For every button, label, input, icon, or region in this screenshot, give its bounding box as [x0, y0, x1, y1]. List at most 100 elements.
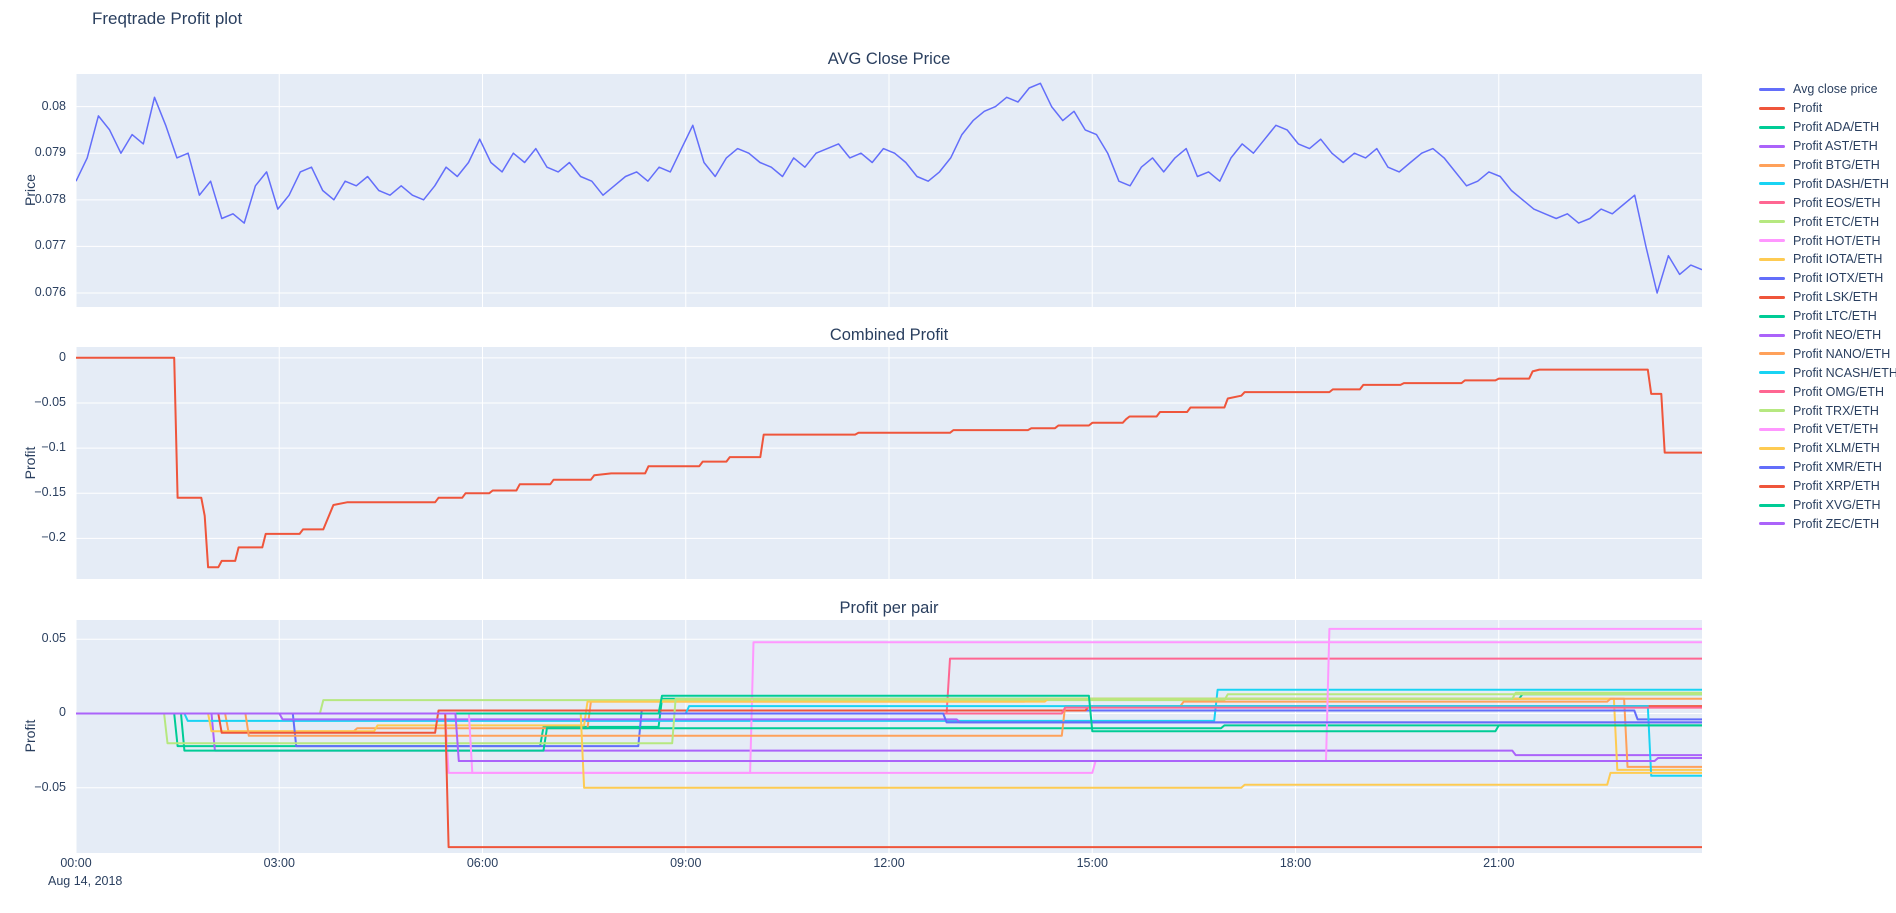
- legend-item-profit-ast-eth[interactable]: Profit AST/ETH: [1759, 137, 1896, 156]
- legend-swatch: [1759, 427, 1785, 431]
- x-tick-label: 03:00: [263, 856, 295, 870]
- legend-swatch: [1759, 295, 1785, 299]
- x-tick-label: 09:00: [670, 856, 702, 870]
- x-tick-label: 12:00: [873, 856, 905, 870]
- x-tick-label: 06:00: [466, 856, 499, 870]
- legend-item-profit-omg-eth[interactable]: Profit OMG/ETH: [1759, 382, 1896, 401]
- legend-item-label: Profit OMG/ETH: [1793, 384, 1884, 399]
- legend-swatch: [1759, 371, 1785, 375]
- legend-swatch: [1759, 257, 1785, 261]
- legend-item-label: Profit XRP/ETH: [1793, 479, 1880, 494]
- legend-swatch: [1759, 522, 1785, 526]
- subplot-title-avg-close-price: AVG Close Price: [827, 50, 951, 68]
- legend-item-profit-dash-eth[interactable]: Profit DASH/ETH: [1759, 174, 1896, 193]
- legend-item-profit-btg-eth[interactable]: Profit BTG/ETH: [1759, 156, 1896, 175]
- legend-item-profit-eos-eth[interactable]: Profit EOS/ETH: [1759, 193, 1896, 212]
- y-tick-label: 0.076: [34, 285, 66, 300]
- legend-item-profit-iota-eth[interactable]: Profit IOTA/ETH: [1759, 250, 1896, 269]
- legend: Avg close price Profit Profit ADA/ETH Profi…: [1759, 80, 1896, 533]
- series-profit: [76, 356, 1702, 569]
- legend-item-profit-xmr-eth[interactable]: Profit XMR/ETH: [1759, 458, 1896, 477]
- legend-item-label: Profit IOTX/ETH: [1793, 271, 1884, 286]
- legend-item-profit-hot-eth[interactable]: Profit HOT/ETH: [1759, 231, 1896, 250]
- legend-swatch: [1759, 163, 1785, 167]
- y-tick-label: 0.079: [34, 145, 66, 160]
- legend-item-label: Profit TRX/ETH: [1793, 403, 1879, 418]
- legend-item-profit-lsk-eth[interactable]: Profit LSK/ETH: [1759, 288, 1896, 307]
- legend-swatch: [1759, 87, 1785, 91]
- legend-item-profit-xvg-eth[interactable]: Profit XVG/ETH: [1759, 496, 1896, 515]
- y-tick-label: 0: [59, 705, 66, 720]
- legend-item-profit-etc-eth[interactable]: Profit ETC/ETH: [1759, 212, 1896, 231]
- legend-item-label: Profit XLM/ETH: [1793, 441, 1880, 456]
- legend-item-label: Profit DASH/ETH: [1793, 176, 1889, 191]
- legend-item-avg-close-price[interactable]: Avg close price: [1759, 80, 1896, 99]
- legend-swatch: [1759, 220, 1785, 224]
- series-profit-ada-eth: [76, 693, 1702, 748]
- legend-swatch: [1759, 484, 1785, 488]
- legend-swatch: [1759, 465, 1785, 469]
- series-avg-close-price: [76, 82, 1702, 294]
- legend-swatch: [1759, 390, 1785, 394]
- legend-swatch: [1759, 239, 1785, 243]
- legend-swatch: [1759, 503, 1785, 507]
- legend-item-label: Profit XVG/ETH: [1793, 498, 1881, 513]
- subplot-title-combined-profit: Combined Profit: [829, 326, 949, 344]
- y-tick-label: 0.05: [41, 631, 66, 646]
- legend-item-label: Profit NCASH/ETH: [1793, 365, 1896, 380]
- legend-item-label: Profit ADA/ETH: [1793, 120, 1880, 135]
- legend-item-profit-xlm-eth[interactable]: Profit XLM/ETH: [1759, 439, 1896, 458]
- legend-swatch: [1759, 352, 1785, 356]
- plot-combined-profit[interactable]: [76, 347, 1702, 579]
- legend-item-profit[interactable]: Profit: [1759, 99, 1896, 118]
- legend-swatch: [1759, 409, 1785, 413]
- plot-profit-per-pair[interactable]: [76, 620, 1702, 853]
- legend-item-label: Profit EOS/ETH: [1793, 195, 1881, 210]
- legend-item-profit-iotx-eth[interactable]: Profit IOTX/ETH: [1759, 269, 1896, 288]
- legend-swatch: [1759, 276, 1785, 280]
- series-profit-zec-eth: [76, 712, 1702, 762]
- legend-item-profit-neo-eth[interactable]: Profit NEO/ETH: [1759, 326, 1896, 345]
- plot-avg-close-price[interactable]: [76, 74, 1702, 307]
- page-title: Freqtrade Profit plot: [92, 9, 243, 28]
- y-axis-label-profit-pairs: Profit: [22, 719, 38, 753]
- legend-swatch: [1759, 446, 1785, 450]
- y-tick-label: −0.2: [41, 530, 66, 545]
- legend-item-label: Profit AST/ETH: [1793, 139, 1878, 154]
- legend-item-label: Profit HOT/ETH: [1793, 233, 1881, 248]
- legend-item-profit-trx-eth[interactable]: Profit TRX/ETH: [1759, 401, 1896, 420]
- x-tick-label: 18:00: [1279, 856, 1312, 870]
- y-tick-label: 0.078: [34, 191, 66, 206]
- legend-swatch: [1759, 201, 1785, 205]
- legend-item-label: Profit XMR/ETH: [1793, 460, 1882, 475]
- y-tick-label: 0.08: [41, 98, 66, 113]
- y-tick-label: −0.15: [34, 485, 66, 500]
- legend-item-profit-nano-eth[interactable]: Profit NANO/ETH: [1759, 344, 1896, 363]
- series-profit-xvg-eth: [76, 694, 1702, 733]
- subplot-title-profit-per-pair: Profit per pair: [839, 599, 939, 617]
- legend-item-label: Profit ZEC/ETH: [1793, 516, 1880, 531]
- series-profit-xlm-eth: [76, 712, 1702, 789]
- legend-item-label: Avg close price: [1793, 82, 1878, 97]
- series-profit-trx-eth: [76, 691, 1702, 745]
- x-tick-label: 15:00: [1076, 856, 1108, 870]
- y-tick-label: 0.077: [34, 238, 66, 253]
- x-axis-date-label: Aug 14, 2018: [48, 874, 123, 888]
- legend-item-label: Profit VET/ETH: [1793, 422, 1879, 437]
- legend-item-profit-xrp-eth[interactable]: Profit XRP/ETH: [1759, 477, 1896, 496]
- legend-item-label: Profit LTC/ETH: [1793, 309, 1877, 324]
- legend-item-label: Profit ETC/ETH: [1793, 214, 1880, 229]
- y-tick-label: −0.05: [34, 394, 66, 409]
- legend-item-profit-ncash-eth[interactable]: Profit NCASH/ETH: [1759, 363, 1896, 382]
- legend-item-profit-zec-eth[interactable]: Profit ZEC/ETH: [1759, 514, 1896, 533]
- legend-item-label: Profit: [1793, 101, 1823, 116]
- legend-swatch: [1759, 314, 1785, 318]
- legend-item-label: Profit IOTA/ETH: [1793, 252, 1883, 267]
- legend-item-profit-vet-eth[interactable]: Profit VET/ETH: [1759, 420, 1896, 439]
- legend-swatch: [1759, 106, 1785, 110]
- legend-item-profit-ltc-eth[interactable]: Profit LTC/ETH: [1759, 307, 1896, 326]
- y-tick-label: −0.05: [34, 779, 66, 794]
- legend-item-label: Profit BTG/ETH: [1793, 158, 1880, 172]
- legend-item-label: Profit NEO/ETH: [1793, 328, 1882, 343]
- legend-item-profit-ada-eth[interactable]: Profit ADA/ETH: [1759, 118, 1896, 137]
